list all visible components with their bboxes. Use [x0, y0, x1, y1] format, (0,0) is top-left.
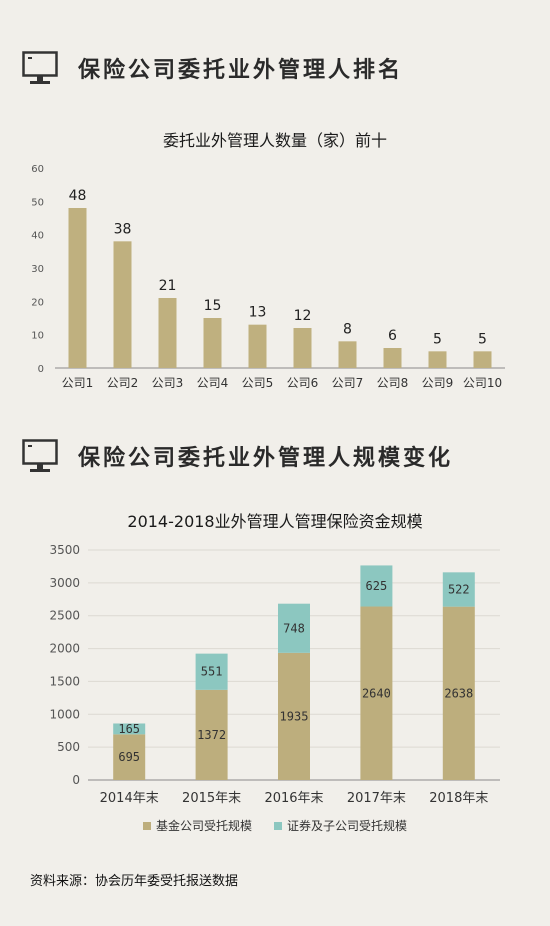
- x-category-label: 公司10: [463, 376, 502, 390]
- x-category-label: 公司1: [62, 376, 94, 390]
- bar-value-label: 695: [118, 750, 140, 764]
- x-category-label: 公司2: [107, 376, 139, 390]
- legend-item-securities: 证券及子公司受托规模: [274, 817, 407, 834]
- bar-value-label: 48: [69, 188, 87, 204]
- legend-item-fund: 基金公司受托规模: [142, 817, 252, 834]
- bar-value-label: 5: [433, 331, 442, 347]
- bar-segment-securities: [442, 572, 475, 607]
- section-header-ranking: 保险公司委托业外管理人排名: [22, 48, 522, 88]
- bar-value-label: 5: [478, 331, 487, 347]
- x-category-label: 2015年末: [182, 791, 241, 806]
- bar: [203, 318, 222, 368]
- y-tick-label: 2000: [49, 642, 80, 656]
- legend-label-fund: 基金公司受托规模: [155, 819, 252, 833]
- y-tick-label: 3000: [49, 576, 80, 590]
- legend-label-securities: 证券及子公司受托规模: [287, 819, 408, 833]
- bar-value-label: 38: [114, 221, 132, 237]
- bar: [428, 351, 447, 368]
- section-title-scale: 保险公司委托业外管理人规模变化: [78, 446, 454, 471]
- x-category-label: 2016年末: [264, 791, 323, 806]
- ranking-bar-chart: 0 10 20 30 40 50 60 48 公司1 38 公司2 21 公司3 15 公司4 13 公司5 12…: [31, 164, 505, 390]
- bar-segment-securities: [278, 603, 310, 653]
- x-category-label: 公司6: [287, 376, 319, 390]
- chart-legend: 基金公司受托规模 证券及子公司受托规模: [0, 817, 550, 834]
- bar-value-label: 748: [283, 621, 305, 635]
- bar-segment-fund: [113, 734, 146, 780]
- x-category-label: 公司8: [377, 376, 409, 390]
- bar-value-label: 551: [201, 665, 223, 679]
- bar-segment-securities: [360, 565, 393, 607]
- bar: [68, 208, 87, 368]
- y-tick-label: 0: [72, 773, 80, 787]
- bar-value-label: 15: [204, 298, 222, 314]
- x-category-label: 公司4: [197, 376, 229, 390]
- bar-value-label: 13: [249, 305, 267, 321]
- bar-value-label: 522: [448, 582, 470, 596]
- x-category-label: 公司3: [152, 376, 184, 390]
- bar-value-label: 21: [159, 278, 177, 294]
- bar-value-label: 8: [343, 321, 352, 337]
- section-title-ranking: 保险公司委托业外管理人排名: [78, 58, 404, 83]
- bar: [158, 298, 177, 368]
- x-category-label: 2017年末: [347, 791, 406, 806]
- legend-swatch-fund: [142, 821, 151, 830]
- section-header-scale: 保险公司委托业外管理人规模变化: [22, 436, 522, 476]
- x-category-label: 公司7: [332, 376, 364, 390]
- bar: [293, 328, 312, 368]
- bar-value-label: 2640: [362, 686, 391, 700]
- bar-segment-securities: [195, 653, 228, 690]
- legend-swatch-securities: [274, 821, 282, 830]
- bar-value-label: 1935: [280, 709, 309, 723]
- bar-value-label: 6: [388, 328, 397, 344]
- chart-title-ranking: 委托业外管理人数量（家）前十: [162, 131, 387, 150]
- bar: [248, 324, 267, 368]
- y-tick-label: 10: [31, 331, 44, 342]
- y-tick-label: 2500: [49, 609, 80, 623]
- y-tick-label: 3500: [49, 543, 80, 557]
- monitor-icon: [22, 51, 58, 84]
- chart-title-scale: 2014-2018业外管理人管理保险资金规模: [127, 512, 423, 531]
- source-note: 资料来源：协会历年委受托报送数据: [30, 874, 239, 889]
- scale-stacked-bar-chart: 0 500 1000 1500 2000 2500 3000 3500 695 165 2014年末…: [49, 543, 500, 806]
- y-tick-label: 1000: [49, 707, 80, 721]
- bar: [383, 348, 402, 368]
- bar-segment-fund: [360, 606, 393, 780]
- y-tick-label: 50: [31, 197, 44, 208]
- x-category-label: 公司5: [242, 376, 274, 390]
- bar-segment-fund: [278, 652, 310, 780]
- y-tick-label: 0: [38, 364, 44, 375]
- x-category-label: 2014年末: [100, 791, 159, 806]
- bar-value-label: 165: [118, 722, 140, 736]
- bar-value-label: 2638: [444, 686, 473, 700]
- bar-value-label: 12: [294, 308, 312, 324]
- y-tick-label: 1500: [49, 674, 80, 688]
- x-category-label: 公司9: [422, 376, 454, 390]
- y-tick-label: 30: [31, 264, 44, 275]
- bar-segment-fund: [195, 689, 228, 780]
- y-tick-label: 40: [31, 231, 44, 242]
- y-tick-label: 60: [31, 164, 44, 175]
- bar-value-label: 625: [366, 579, 388, 593]
- y-tick-label: 20: [31, 297, 44, 308]
- bar-segment-fund: [442, 606, 475, 780]
- bar-segment-securities: [113, 723, 146, 735]
- bar-value-label: 1372: [197, 728, 226, 742]
- bar: [338, 341, 357, 368]
- y-tick-label: 500: [57, 740, 80, 754]
- monitor-icon: [22, 439, 58, 472]
- bar: [113, 241, 132, 368]
- bar: [473, 351, 492, 368]
- x-category-label: 2018年末: [429, 791, 488, 806]
